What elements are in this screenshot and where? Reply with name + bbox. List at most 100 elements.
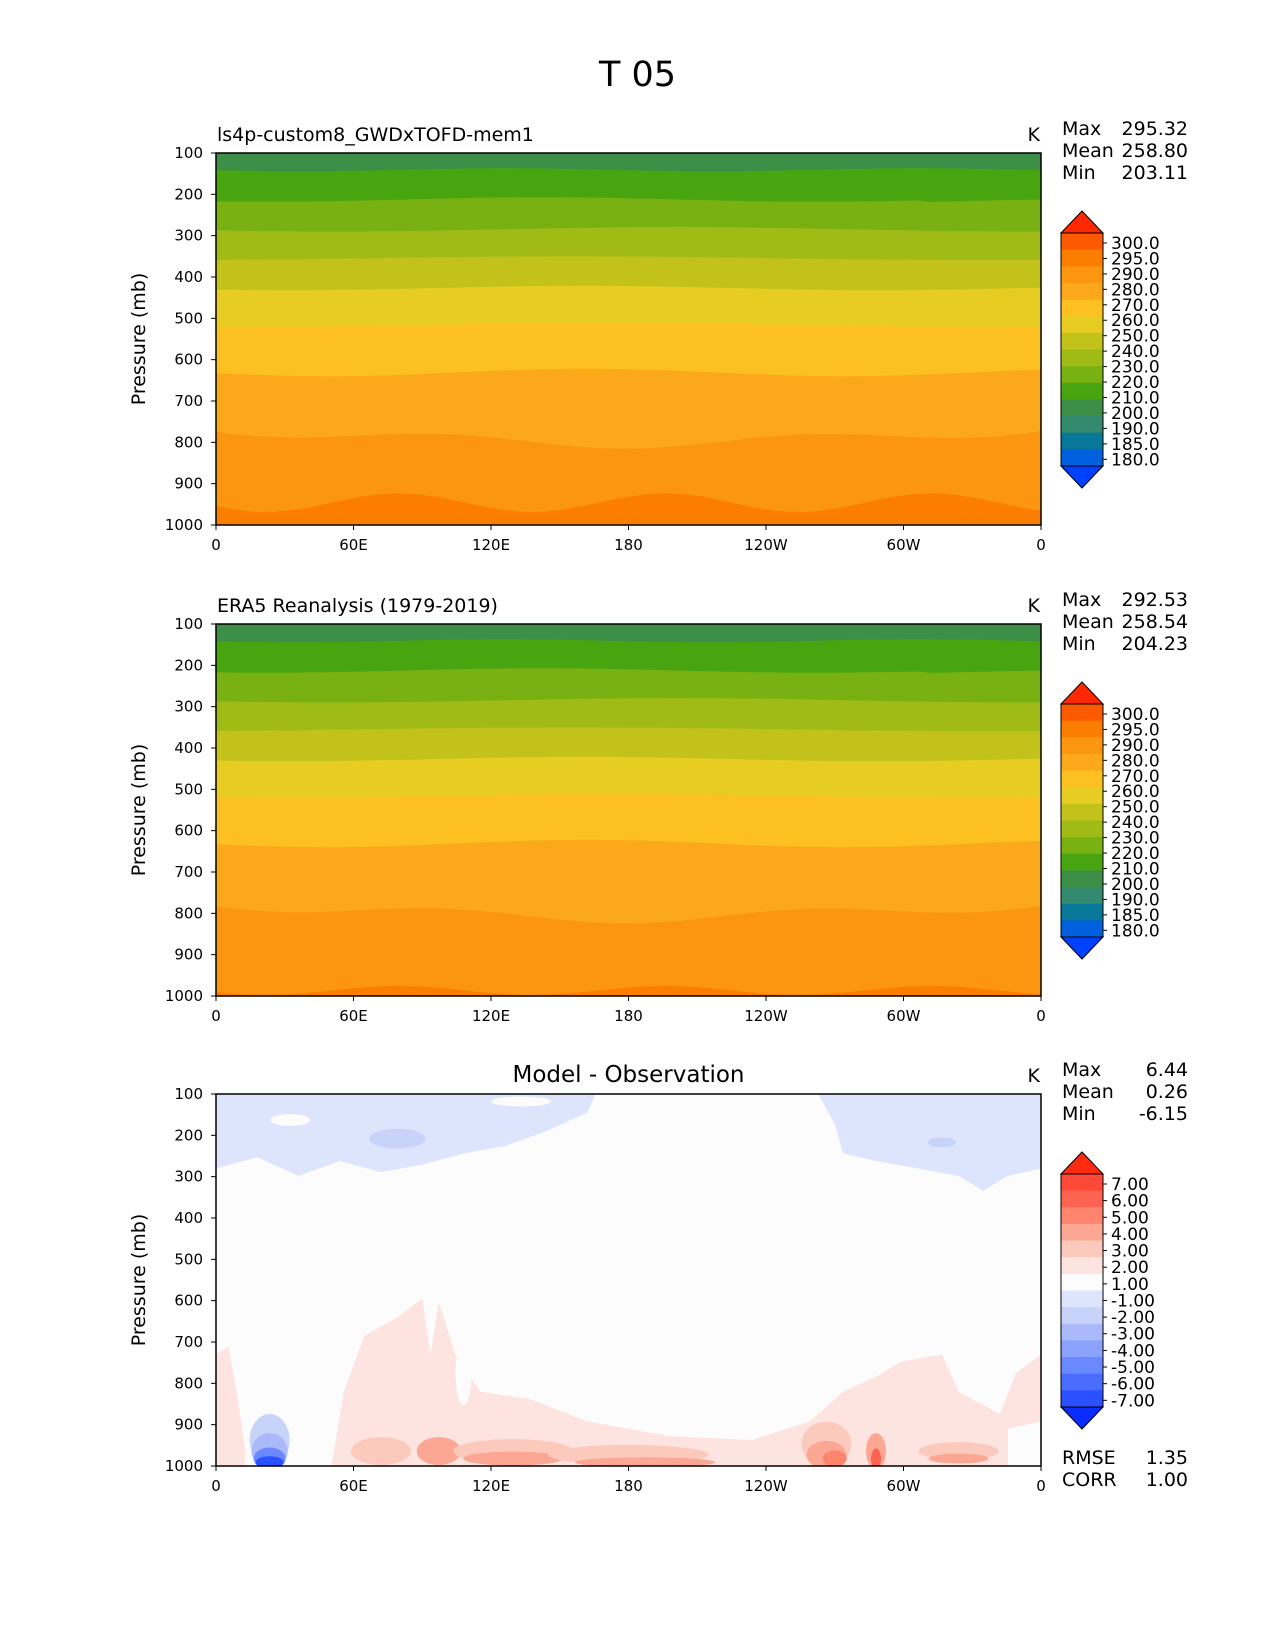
colorbar-label: 185.0 bbox=[1111, 906, 1160, 926]
x-tick-label: 120E bbox=[472, 1477, 510, 1495]
colorbar-segment bbox=[1061, 837, 1103, 855]
y-tick-label: 700 bbox=[174, 1333, 203, 1351]
y-tick-label: 300 bbox=[174, 227, 203, 245]
x-tick-label: 60E bbox=[339, 1477, 368, 1495]
colorbar-label: 295.0 bbox=[1111, 249, 1160, 269]
colorbar-segment bbox=[1061, 1174, 1103, 1192]
colorbar-label: 6.00 bbox=[1111, 1192, 1149, 1212]
colorbar-label: 200.0 bbox=[1111, 404, 1160, 424]
contour-band bbox=[216, 986, 1041, 996]
y-tick-label: 200 bbox=[174, 185, 203, 203]
anomaly-contour bbox=[463, 1451, 563, 1466]
stat-label: Mean bbox=[1062, 1081, 1114, 1103]
colorbar-extend-min bbox=[1059, 465, 1105, 489]
colorbar-label: -7.00 bbox=[1111, 1391, 1155, 1411]
x-tick-label: 60W bbox=[887, 536, 921, 554]
colorbar-segment bbox=[1061, 1357, 1103, 1375]
y-tick-label: 600 bbox=[174, 822, 203, 840]
colorbar-label: 220.0 bbox=[1111, 844, 1160, 864]
panel-title: ERA5 Reanalysis (1979-2019) bbox=[217, 595, 498, 617]
y-tick-label: 400 bbox=[174, 739, 203, 757]
y-tick-label: 400 bbox=[174, 1209, 203, 1227]
stat-value: 1.00 bbox=[1146, 1469, 1188, 1491]
figure-title: T 05 bbox=[598, 55, 677, 95]
x-tick-label: 120E bbox=[472, 536, 510, 554]
stat-value: 292.53 bbox=[1122, 589, 1188, 611]
colorbar-extend-min bbox=[1059, 936, 1105, 960]
stat-value: -6.15 bbox=[1139, 1103, 1188, 1125]
anomaly-contour bbox=[902, 1371, 916, 1428]
x-tick-label: 60E bbox=[339, 1007, 368, 1025]
stat-label: Min bbox=[1062, 162, 1096, 184]
colorbar-label: 250.0 bbox=[1111, 798, 1160, 818]
stat-value: 1.35 bbox=[1146, 1447, 1188, 1469]
colorbar-segment bbox=[1061, 704, 1103, 722]
anomaly-contour bbox=[871, 1448, 881, 1466]
y-tick-label: 200 bbox=[174, 1126, 203, 1144]
colorbar-segment bbox=[1061, 803, 1103, 821]
stat-label: Max bbox=[1062, 589, 1101, 611]
colorbar-segment bbox=[1061, 416, 1103, 434]
colorbar-segment bbox=[1061, 1290, 1103, 1308]
colorbar-segment bbox=[1061, 753, 1103, 772]
colorbar-segment bbox=[1061, 1207, 1103, 1225]
stat-value: 295.32 bbox=[1122, 118, 1188, 140]
y-tick-label: 800 bbox=[174, 433, 203, 451]
panel-model: ls4p-custom8_GWDxTOFD-mem1 K Max 295.32 Mean… bbox=[128, 118, 1188, 554]
anomaly-contour bbox=[369, 1128, 426, 1149]
y-tick-label: 300 bbox=[174, 1168, 203, 1186]
colorbar-label: 200.0 bbox=[1111, 875, 1160, 895]
y-tick-label: 600 bbox=[174, 1292, 203, 1310]
colorbar-segment bbox=[1061, 720, 1103, 738]
colorbar-extend-max bbox=[1059, 210, 1105, 234]
colorbar-label: -4.00 bbox=[1111, 1341, 1155, 1361]
colorbar-label: 4.00 bbox=[1111, 1225, 1149, 1245]
colorbar-segment bbox=[1061, 432, 1103, 450]
anomaly-contour bbox=[575, 1457, 715, 1466]
colorbar-segment bbox=[1061, 920, 1103, 938]
colorbar-label: -5.00 bbox=[1111, 1358, 1155, 1378]
y-tick-label: 500 bbox=[174, 309, 203, 327]
y-axis-label: Pressure (mb) bbox=[128, 744, 150, 877]
colorbar-segment bbox=[1061, 1373, 1103, 1391]
colorbar-label: 270.0 bbox=[1111, 296, 1160, 316]
stat-label: Mean bbox=[1062, 140, 1114, 162]
colorbar-segment bbox=[1061, 349, 1103, 367]
colorbar-segment bbox=[1061, 249, 1103, 267]
contour-field bbox=[216, 624, 1041, 996]
colorbar-label: 2.00 bbox=[1111, 1258, 1149, 1278]
colorbar-segment bbox=[1061, 887, 1103, 905]
colorbar-label: 210.0 bbox=[1111, 389, 1160, 409]
colorbar-segment bbox=[1061, 1390, 1103, 1408]
colorbar-label: 3.00 bbox=[1111, 1242, 1149, 1262]
colorbar-label: 185.0 bbox=[1111, 435, 1160, 455]
colorbar-label: 180.0 bbox=[1111, 450, 1160, 470]
x-tick-label: 60W bbox=[887, 1007, 921, 1025]
stat-label: CORR bbox=[1062, 1469, 1117, 1491]
anomaly-contour bbox=[928, 1453, 989, 1464]
colorbar-label: 240.0 bbox=[1111, 342, 1160, 362]
colorbar-segment bbox=[1061, 1323, 1103, 1341]
colorbar-label: 295.0 bbox=[1111, 720, 1160, 740]
colorbar-segment bbox=[1061, 870, 1103, 888]
stat-label: Mean bbox=[1062, 611, 1114, 633]
colorbar-label: 190.0 bbox=[1111, 419, 1160, 439]
stat-label: Max bbox=[1062, 118, 1101, 140]
colorbar-label: 280.0 bbox=[1111, 751, 1160, 771]
colorbar-extend-min bbox=[1059, 1406, 1105, 1430]
colorbar-segment bbox=[1061, 1223, 1103, 1242]
colorbar-segment bbox=[1061, 1190, 1103, 1208]
y-tick-label: 1000 bbox=[165, 987, 203, 1005]
y-tick-label: 700 bbox=[174, 863, 203, 881]
anomaly-contour bbox=[491, 1096, 552, 1107]
x-tick-label: 0 bbox=[211, 1477, 221, 1495]
y-tick-label: 100 bbox=[174, 615, 203, 633]
contour-field bbox=[216, 1094, 1041, 1466]
colorbar-segment bbox=[1061, 399, 1103, 417]
colorbar-label: 260.0 bbox=[1111, 311, 1160, 331]
contour-band bbox=[216, 906, 1041, 996]
colorbar-label: 240.0 bbox=[1111, 813, 1160, 833]
colorbar-segment bbox=[1061, 1307, 1103, 1325]
anomaly-contour bbox=[216, 1346, 245, 1466]
